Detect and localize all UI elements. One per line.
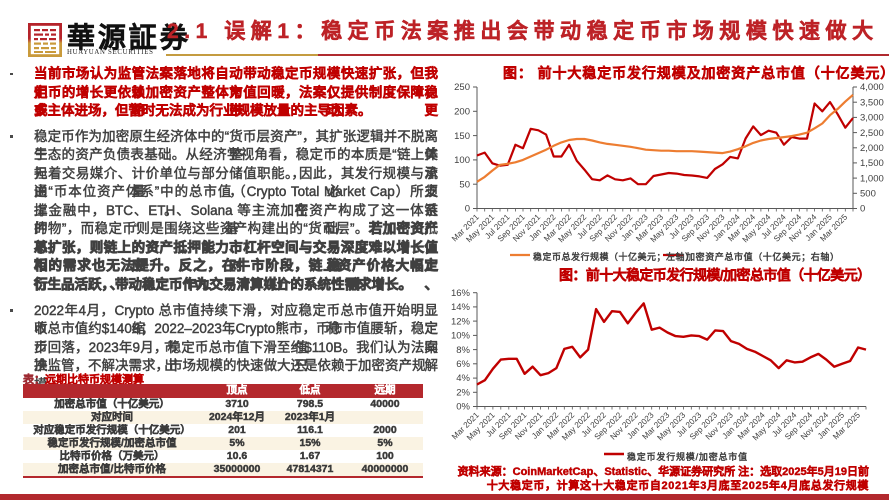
svg-text:0%: 0%	[456, 402, 470, 413]
svg-text:1,000: 1,000	[860, 173, 884, 184]
svg-text:2,000: 2,000	[860, 143, 884, 154]
svg-text:200: 200	[454, 107, 470, 118]
svg-text:250: 250	[454, 82, 470, 93]
svg-text:14%: 14%	[451, 302, 471, 313]
svg-text:10%: 10%	[451, 331, 471, 342]
svg-text:50: 50	[459, 179, 470, 190]
svg-text:150: 150	[454, 131, 470, 142]
svg-text:2,500: 2,500	[860, 128, 884, 139]
svg-text:0: 0	[465, 204, 470, 215]
svg-text:500: 500	[860, 189, 876, 200]
svg-text:3,000: 3,000	[860, 113, 884, 124]
svg-text:3,500: 3,500	[860, 97, 884, 108]
svg-text:1,500: 1,500	[860, 158, 884, 169]
svg-text:4%: 4%	[456, 373, 470, 384]
svg-text:8%: 8%	[456, 345, 470, 356]
svg-text:6%: 6%	[456, 359, 470, 370]
svg-text:100: 100	[454, 155, 470, 166]
svg-text:0: 0	[860, 204, 865, 215]
svg-text:12%: 12%	[451, 316, 471, 327]
svg-text:16%: 16%	[451, 288, 471, 299]
svg-text:2%: 2%	[456, 388, 470, 399]
svg-text:4,000: 4,000	[860, 82, 884, 93]
